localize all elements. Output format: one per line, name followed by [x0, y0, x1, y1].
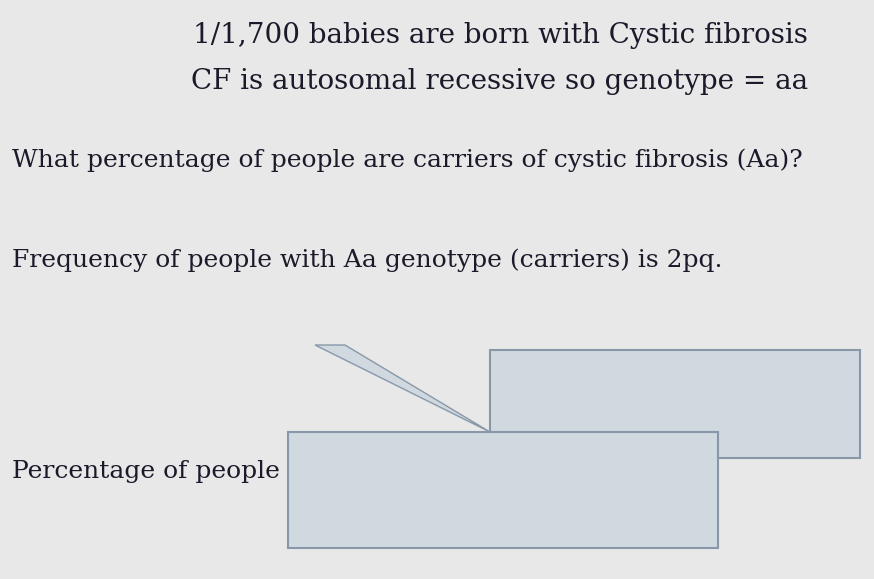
- Text: What percentage of people are carriers of cystic fibrosis (Aa)?: What percentage of people are carriers o…: [12, 148, 802, 171]
- Polygon shape: [315, 345, 490, 432]
- Text: Percentage of people c: Percentage of people c: [12, 460, 302, 483]
- Text: 1/1,700 babies are born with Cystic fibrosis: 1/1,700 babies are born with Cystic fibr…: [192, 22, 808, 49]
- Text: Frequency of people with Aa genotype (carriers) is 2pq.: Frequency of people with Aa genotype (ca…: [12, 248, 723, 272]
- Bar: [490, 350, 860, 458]
- Text: CF is autosomal recessive so genotype = aa: CF is autosomal recessive so genotype = …: [191, 68, 808, 95]
- Bar: [288, 432, 718, 548]
